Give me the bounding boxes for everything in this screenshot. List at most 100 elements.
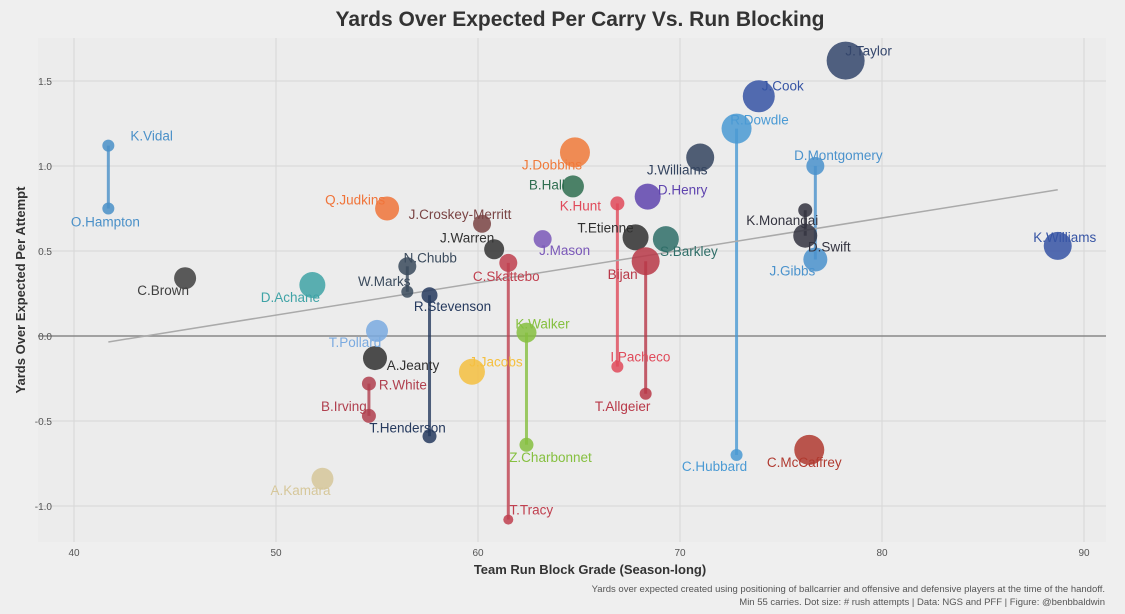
point-label: T.Tracy: [509, 503, 553, 518]
point-label: C.Skattebo: [473, 269, 540, 284]
chart-title: Yards Over Expected Per Carry Vs. Run Bl…: [335, 8, 824, 31]
point-label: T.Etienne: [577, 220, 633, 235]
data-point: [503, 514, 514, 525]
point-label: K.Hunt: [560, 198, 602, 213]
data-point: [422, 429, 437, 444]
data-point: [401, 285, 414, 298]
point-label: Z.Charbonnet: [509, 450, 592, 465]
point-label: D.Swift: [808, 240, 851, 255]
data-point: [311, 467, 334, 490]
y-axis-label: Yards Over Expected Per Attempt: [13, 186, 28, 394]
point-label: K.Monangai: [746, 213, 818, 228]
data-point: [473, 214, 492, 233]
y-tick-label: -1.0: [35, 502, 53, 513]
caption-line-1: Yards over expected created using positi…: [592, 584, 1105, 595]
data-point: [652, 226, 679, 253]
point-label: B.Irving: [321, 399, 367, 414]
trend-line: [108, 189, 1058, 343]
data-point: [803, 247, 828, 272]
data-point: [366, 319, 388, 342]
point-label: B.Hall: [529, 177, 565, 192]
x-tick-label: 90: [1078, 548, 1090, 559]
point-label: R.Dowdle: [730, 113, 789, 128]
y-tick-label: 0.5: [38, 247, 52, 258]
point-label: C.Brown: [137, 283, 189, 298]
data-point: [622, 224, 649, 251]
data-point: [794, 434, 825, 465]
data-point: [362, 346, 387, 371]
point-label: C.Hubbard: [682, 459, 747, 474]
data-point: [1043, 231, 1072, 260]
point-label: T.Pollard: [329, 335, 382, 350]
x-axis-label: Team Run Block Grade (Season-long): [474, 562, 706, 577]
point-label: K.Williams: [1033, 230, 1096, 245]
x-tick-label: 50: [270, 548, 282, 559]
grid: [38, 38, 1106, 542]
point-label: T.Allgeier: [595, 399, 651, 414]
data-point: [730, 449, 743, 461]
point-label: O.Hampton: [71, 215, 140, 230]
y-tick-label: 1.5: [38, 77, 52, 88]
data-point: [361, 376, 376, 391]
data-point: [639, 387, 652, 400]
x-tick-label: 70: [674, 548, 686, 559]
point-label: D.Achane: [261, 290, 320, 305]
data-point: [610, 196, 625, 211]
data-point: [174, 267, 197, 290]
data-point: [533, 230, 552, 249]
point-label: J.Cook: [762, 78, 804, 93]
data-point: [375, 196, 400, 221]
point-label: J.Jacobs: [469, 355, 523, 370]
data-point: [299, 272, 326, 298]
point-label: J.Gibbs: [769, 264, 815, 279]
x-tick-label: 60: [472, 548, 484, 559]
point-label: R.White: [379, 378, 427, 393]
point-label: R.Stevenson: [414, 299, 491, 314]
point-label: K.Walker: [515, 317, 570, 332]
data-point: [458, 358, 485, 385]
tick-labels: 40 50 60 70 80 90 -1.0 -0.5 0.0 0.5 1.0 1.5: [35, 77, 1090, 559]
data-point: [102, 202, 115, 215]
data-point: [826, 41, 865, 80]
data-point: [742, 80, 775, 113]
data-point: [102, 139, 115, 152]
point-label: W.Marks: [358, 274, 411, 289]
point-label: S.Barkley: [660, 244, 718, 259]
data-point: [686, 143, 715, 172]
data-point: [519, 437, 534, 452]
point-label: K.Vidal: [130, 129, 173, 144]
data-point: [798, 203, 813, 218]
data-point: [561, 175, 584, 198]
point-label: J.Dobbins: [522, 157, 582, 172]
data-point: [721, 113, 752, 144]
trend-line-path: [108, 189, 1058, 343]
x-tick-label: 80: [876, 548, 888, 559]
point-label: D.Henry: [658, 183, 708, 198]
data-point: [361, 408, 376, 423]
data-point: [398, 257, 417, 276]
data-point: [793, 223, 818, 248]
point-label: A.Kamara: [270, 483, 331, 498]
point-label: J.Warren: [440, 230, 494, 245]
point-label: A.Jeanty: [387, 358, 440, 373]
data-point: [421, 287, 438, 304]
data-point: [484, 239, 505, 260]
point-label: D.Montgomery: [794, 148, 883, 163]
point-label: C.McCaffrey: [767, 455, 842, 470]
data-point: [516, 322, 537, 343]
data-point: [499, 253, 518, 272]
point-label: J.Mason: [539, 243, 590, 258]
point-label: T.Henderson: [369, 420, 446, 435]
x-tick-label: 40: [68, 548, 80, 559]
data-point: [631, 247, 660, 276]
point-label: J.Croskey-Merritt: [409, 207, 512, 222]
data-point: [611, 360, 624, 373]
point-label: Bijan: [608, 267, 638, 282]
data-points: [102, 41, 1072, 525]
point-label: Q.Judkins: [325, 193, 385, 208]
y-tick-label: -0.5: [35, 417, 53, 428]
data-point: [806, 157, 825, 175]
point-label: J.Williams: [647, 163, 708, 178]
plot-panel: [38, 38, 1106, 542]
